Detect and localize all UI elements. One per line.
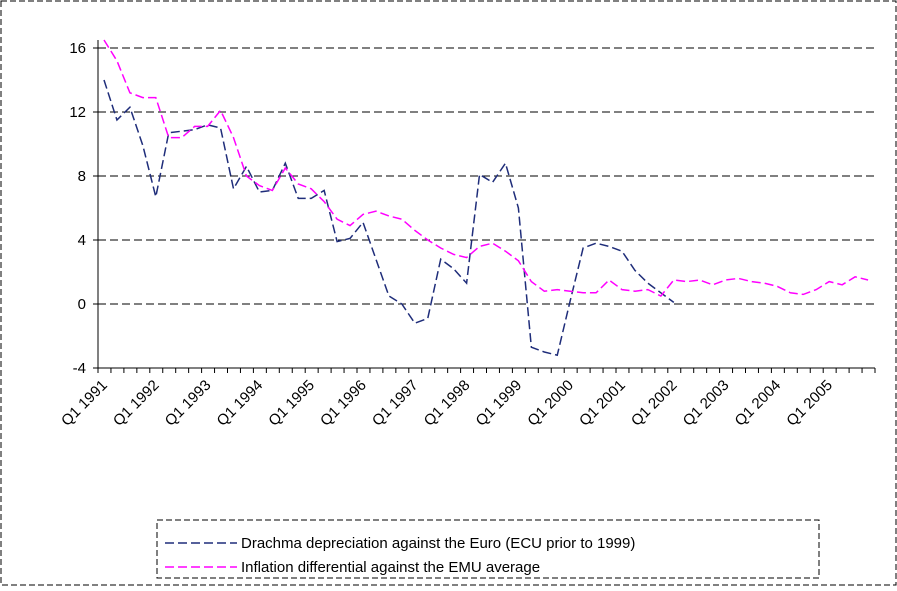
series-line [103,39,869,297]
series-line [103,79,675,357]
legend-label: Inflation differential against the EMU a… [241,559,540,576]
y-tick-label: 0 [78,296,86,313]
y-tick-label: 12 [69,104,86,121]
y-tick-label: 16 [69,40,86,57]
legend-box [156,519,820,579]
y-tick-label: 8 [78,168,86,185]
legend-label: Drachma depreciation against the Euro (E… [241,535,635,552]
y-tick-label: -4 [73,360,86,377]
y-tick-label: 4 [78,232,86,249]
